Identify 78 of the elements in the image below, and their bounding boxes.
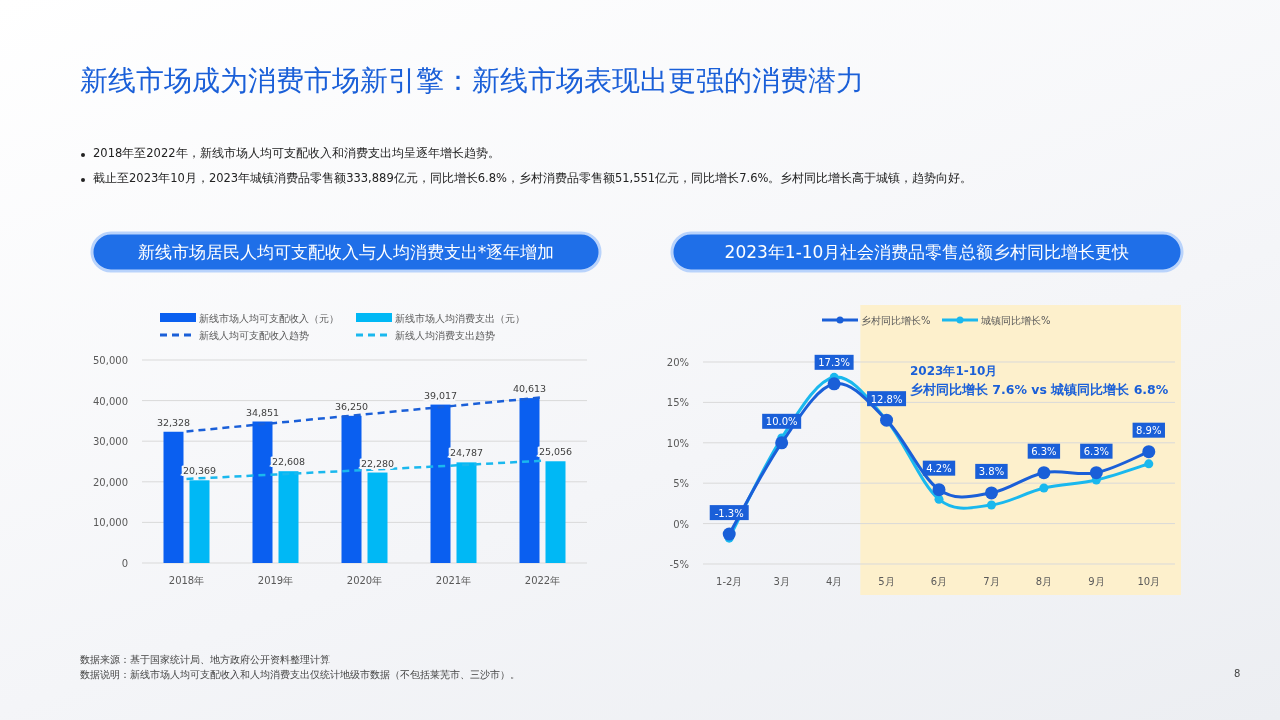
point — [1037, 466, 1051, 480]
x-tick-label: 2019年 — [257, 575, 294, 586]
line-series — [185, 459, 544, 481]
bar — [341, 415, 362, 563]
x-tick-label: 8月 — [1035, 576, 1053, 587]
bar — [252, 421, 273, 563]
y-tick-label: 40,000 — [93, 395, 128, 407]
x-tick-label: 2022年 — [524, 575, 561, 586]
point — [775, 436, 789, 450]
bar — [545, 461, 566, 563]
chart-title: 新线市场居民人均可支配收入与人均消费支出*逐年增加 — [137, 242, 555, 262]
point — [1039, 483, 1049, 493]
annotation: 2023年1-10月 — [910, 364, 998, 378]
bar — [519, 398, 540, 563]
x-tick-label: 2020年 — [346, 575, 383, 586]
y-tick-label: 15% — [666, 397, 689, 409]
bar — [367, 472, 388, 563]
x-tick-label: 1-2月 — [716, 576, 743, 587]
x-tick-label: 9月 — [1088, 576, 1105, 587]
text: 2018年至2022年，新线市场人均可支配收入和消费支出均呈逐年增长趋势。 — [93, 146, 500, 161]
point — [986, 500, 996, 510]
data-label: 3.8% — [978, 466, 1005, 478]
data-label: 17.3% — [818, 357, 850, 369]
chart-title: 2023年1-10月社会消费品零售总额乡村同比增长更快 — [724, 242, 1130, 262]
y-tick-label: 0% — [673, 518, 689, 530]
point — [984, 486, 998, 500]
point — [827, 377, 841, 391]
data-label: 36,250 — [334, 400, 369, 412]
data-label: 39,017 — [423, 389, 458, 401]
x-tick-label: 10月 — [1137, 576, 1161, 587]
text: 截止至2023年10月，2023年城镇消费品零售额333,889亿元，同比增长6.8%，乡村消费品零售额51,551亿元，同比增长7.6%。乡村同比增长高于城镇，趋势向好。 — [93, 171, 973, 186]
text: 数据说明：新线市场人均可支配收入和人均消费支出仅统计地级市数据（不包括莱芜市、三沙市）。 — [80, 668, 520, 682]
y-tick-label: 20,000 — [93, 476, 128, 488]
bar — [430, 404, 451, 563]
legend-label: 新线人均消费支出趋势 — [395, 330, 495, 341]
data-label: 10.0% — [765, 416, 798, 428]
y-tick-label: 0 — [121, 558, 128, 569]
legend-label: 新线市场人均消费支出（元） — [395, 313, 525, 324]
text: 8 — [1234, 668, 1241, 679]
legend-label: 新线人均可支配收入趋势 — [199, 330, 309, 341]
bar — [189, 480, 210, 563]
annotation: 乡村同比增长 7.6% vs 城镇同比增长 6.8% — [910, 382, 1169, 397]
data-label: -1.3% — [714, 507, 744, 519]
source-note: 数据来源：基于国家统计局、地方政府公开资料整理计算 — [80, 653, 330, 667]
x-tick-label: 4月 — [825, 576, 843, 587]
data-label: 32,328 — [156, 416, 191, 428]
x-tick-label: 3月 — [773, 576, 790, 587]
point — [722, 527, 736, 541]
y-tick-label: 5% — [673, 478, 689, 490]
legend-label: 新线市场人均可支配收入（元） — [199, 313, 339, 324]
bar — [163, 431, 184, 563]
y-tick-label: 10% — [666, 437, 689, 449]
legend-label: 城镇同比增长% — [980, 315, 1051, 326]
data-label: 4.2% — [926, 463, 952, 475]
data-label: 8.9% — [1136, 425, 1162, 437]
point — [1144, 459, 1154, 469]
data-label: 6.3% — [1031, 446, 1057, 458]
y-tick-label: 10,000 — [93, 517, 128, 529]
point — [1089, 466, 1103, 480]
y-tick-label: 20% — [666, 357, 689, 368]
point — [1142, 445, 1156, 459]
data-label: 6.3% — [1083, 446, 1110, 458]
x-tick-label: 2018年 — [168, 575, 205, 586]
text: 新线市场成为消费市场新引擎：新线市场表现出更强的消费潜力 — [80, 63, 864, 99]
point — [932, 483, 946, 497]
y-tick-label: 30,000 — [93, 436, 128, 448]
x-tick-label: 2021年 — [435, 575, 472, 586]
x-tick-label: 6月 — [930, 576, 948, 587]
data-label: 40,613 — [512, 383, 547, 395]
legend-label: 乡村同比增长% — [861, 315, 931, 326]
bar — [278, 471, 299, 563]
data-label: 34,851 — [245, 406, 280, 418]
bar — [456, 462, 477, 563]
data-label: 12.8% — [870, 393, 903, 405]
y-tick-label: -5% — [669, 559, 689, 570]
x-tick-label: 7月 — [983, 576, 1000, 587]
y-tick-label: 50,000 — [93, 355, 128, 366]
x-tick-label: 5月 — [878, 576, 895, 587]
